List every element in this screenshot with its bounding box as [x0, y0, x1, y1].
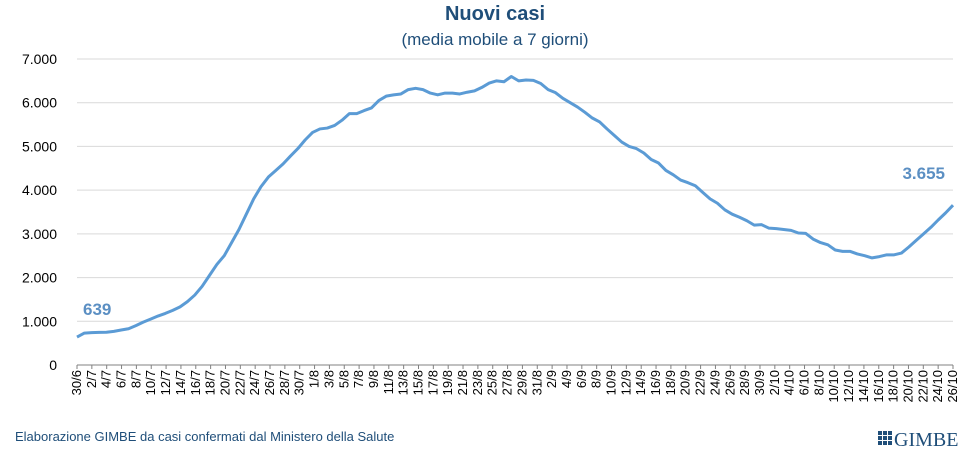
x-tick-label: 6/7 — [114, 370, 129, 388]
x-tick-label: 18/7 — [203, 370, 218, 395]
x-tick-label: 20/7 — [217, 370, 232, 395]
y-tick-label: 6.000 — [22, 95, 57, 111]
x-tick-label: 30/6 — [69, 370, 84, 395]
x-tick-label: 10/10 — [826, 370, 841, 403]
x-tick-label: 5/8 — [336, 370, 351, 388]
x-tick-label: 4/9 — [559, 370, 574, 388]
y-tick-label: 4.000 — [22, 182, 57, 198]
x-tick-label: 2/7 — [84, 370, 99, 388]
x-tick-label: 14/10 — [856, 370, 871, 403]
x-tick-label: 21/8 — [455, 370, 470, 395]
x-tick-label: 11/8 — [381, 370, 396, 394]
x-tick-label: 16/7 — [188, 370, 203, 395]
x-tick-label: 22/9 — [693, 370, 708, 395]
x-tick-label: 16/10 — [871, 370, 886, 403]
y-tick-label: 2.000 — [22, 270, 57, 286]
x-tick-label: 26/9 — [722, 370, 737, 395]
x-tick-label: 25/8 — [485, 370, 500, 395]
x-tick-label: 24/7 — [247, 370, 262, 395]
x-tick-label: 19/8 — [440, 370, 455, 395]
x-tick-label: 30/9 — [752, 370, 767, 395]
x-tick-label: 23/8 — [470, 370, 485, 395]
x-tick-label: 31/8 — [529, 370, 544, 395]
x-tick-label: 6/9 — [574, 370, 589, 388]
logo-grid-icon — [878, 431, 892, 445]
x-tick-label: 12/7 — [158, 370, 173, 395]
x-tick-label: 2/10 — [767, 370, 782, 395]
x-tick-label: 24/10 — [930, 370, 945, 403]
x-tick-label: 26/10 — [945, 370, 960, 403]
x-tick-label: 8/10 — [811, 370, 826, 395]
x-tick-label: 4/7 — [99, 370, 114, 388]
x-tick-label: 15/8 — [410, 370, 425, 395]
x-tick-label: 29/8 — [514, 370, 529, 395]
x-tick-label: 16/9 — [648, 370, 663, 395]
x-tick-label: 12/9 — [618, 370, 633, 395]
source-note: Elaborazione GIMBE da casi confermati da… — [15, 429, 394, 444]
x-tick-label: 22/10 — [915, 370, 930, 403]
y-tick-label: 1.000 — [22, 313, 57, 329]
x-tick-label: 8/9 — [589, 370, 604, 388]
gridlines — [77, 58, 953, 322]
gimbe-logo: GIMBE — [878, 429, 958, 450]
x-tick-label: 18/9 — [663, 370, 678, 395]
x-tick-label: 8/7 — [128, 370, 143, 388]
x-axis-ticks: 30/6 2/7 4/7 6/7 8/7 10/7 12/7 14/7 16/7 18/7 20/7… — [69, 365, 960, 403]
x-tick-label: 4/10 — [782, 370, 797, 395]
x-tick-label: 20/9 — [678, 370, 693, 395]
x-tick-label: 1/8 — [307, 370, 322, 388]
x-tick-label: 3/8 — [321, 370, 336, 388]
x-tick-label: 26/7 — [262, 370, 277, 395]
x-tick-label: 13/8 — [396, 370, 411, 395]
x-tick-label: 30/7 — [292, 370, 307, 395]
logo-text: GIMBE — [894, 429, 958, 450]
x-tick-label: 14/7 — [173, 370, 188, 395]
x-tick-label: 24/9 — [707, 370, 722, 395]
x-tick-label: 22/7 — [232, 370, 247, 395]
x-tick-label: 9/8 — [366, 370, 381, 388]
y-axis-ticks: 0 1.000 2.000 3.000 4.000 5.000 6.000 7.000 — [22, 51, 57, 373]
chart-title: Nuovi casi — [445, 3, 545, 25]
annotation-last-value: 3.655 — [902, 164, 945, 183]
y-tick-label: 7.000 — [22, 51, 57, 67]
x-tick-label: 2/9 — [544, 370, 559, 388]
chart-subtitle: (media mobile a 7 giorni) — [401, 30, 588, 49]
x-tick-label: 17/8 — [425, 370, 440, 395]
x-tick-label: 18/10 — [886, 370, 901, 403]
annotation-first-value: 639 — [83, 300, 111, 319]
x-tick-label: 28/7 — [277, 370, 292, 395]
x-tick-label: 27/8 — [500, 370, 515, 395]
x-tick-label: 6/10 — [797, 370, 812, 395]
x-tick-label: 20/10 — [900, 370, 915, 403]
x-tick-label: 10/9 — [604, 370, 619, 395]
series-line — [76, 74, 955, 339]
x-tick-label: 10/7 — [143, 370, 158, 395]
y-tick-label: 3.000 — [22, 226, 57, 242]
x-tick-label: 7/8 — [351, 370, 366, 388]
y-tick-label: 5.000 — [22, 138, 57, 154]
y-tick-label: 0 — [49, 357, 57, 373]
x-tick-label: 28/9 — [737, 370, 752, 395]
x-tick-label: 12/10 — [841, 370, 856, 403]
x-tick-label: 14/9 — [633, 370, 648, 395]
